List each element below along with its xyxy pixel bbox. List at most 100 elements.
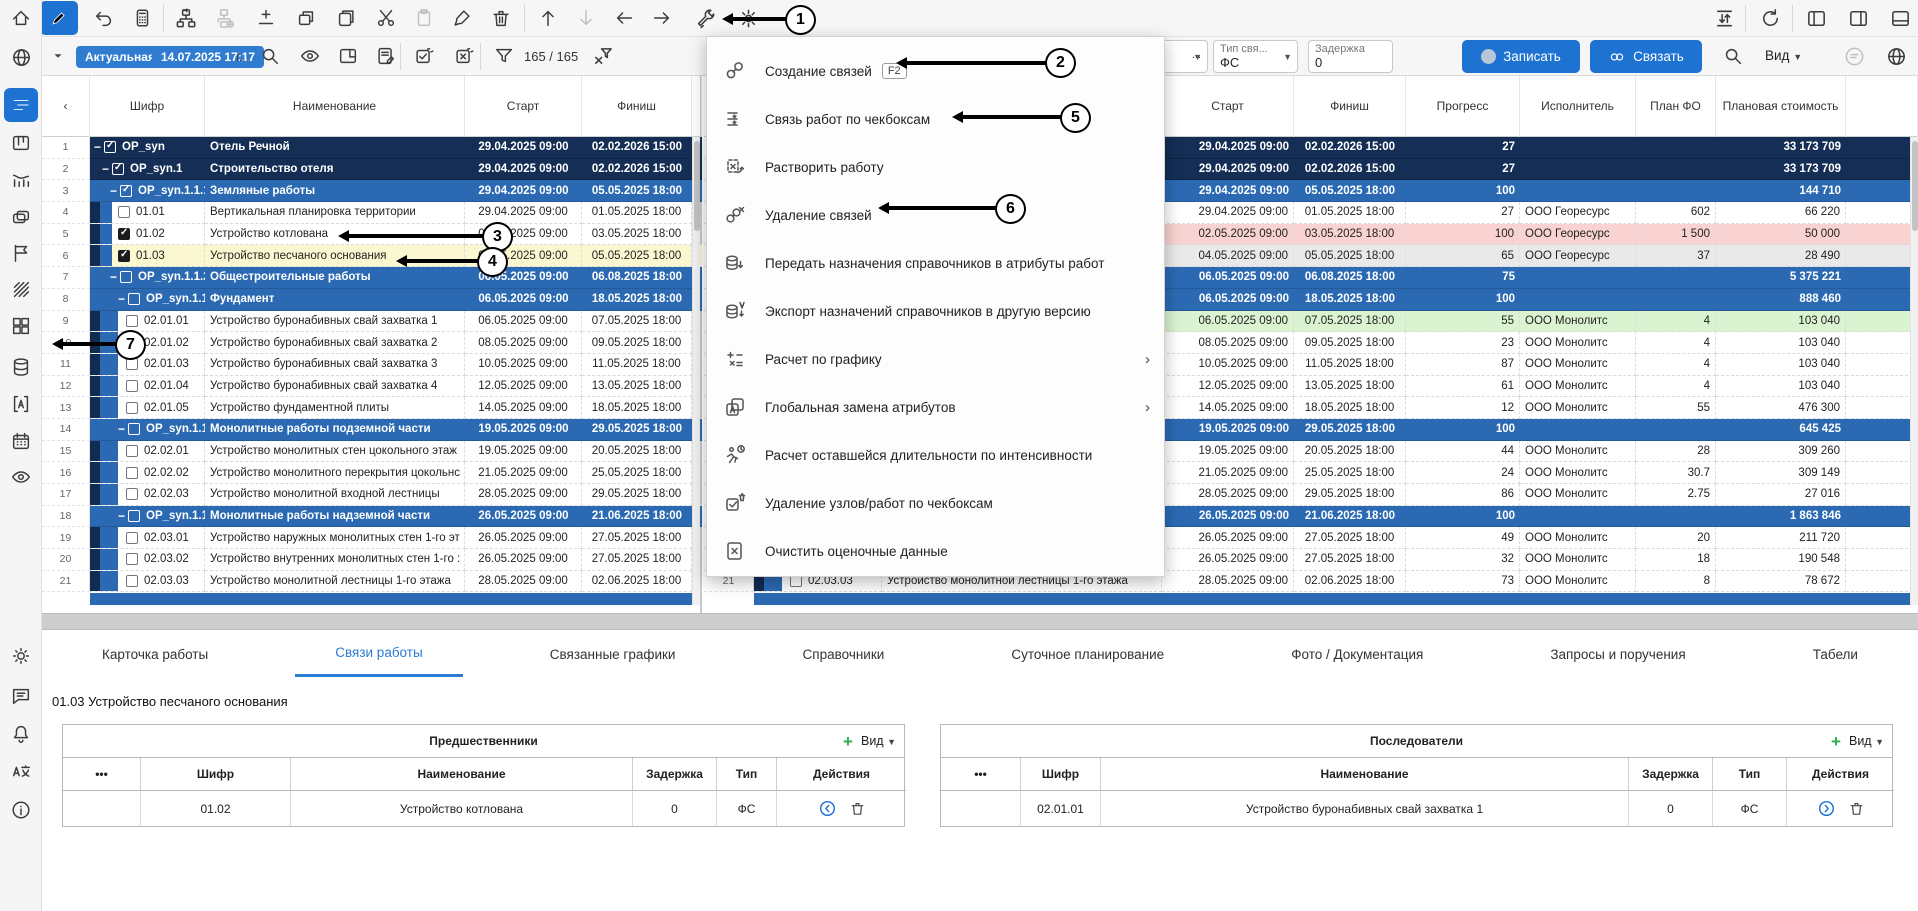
cell-plan-fo[interactable]	[1636, 418, 1716, 441]
cell-start[interactable]: 08.05.2025 09:00	[465, 332, 582, 354]
cell-finish[interactable]: 02.02.2026 15:00	[582, 137, 692, 159]
cell-plan-fo[interactable]: 8	[1636, 570, 1716, 593]
cell-start[interactable]: 14.05.2025 09:00	[1162, 397, 1294, 419]
attributes-icon[interactable]	[4, 389, 38, 419]
search-right-icon[interactable]	[1715, 39, 1751, 73]
cell-code[interactable]: − OP_syn.1.1.1	[90, 180, 205, 203]
cell-finish[interactable]: 05.05.2025 18:00	[1294, 245, 1406, 268]
cell-progress[interactable]: 75	[1406, 267, 1520, 289]
filter-clear-icon[interactable]	[585, 39, 621, 73]
row-number[interactable]: 7	[42, 267, 90, 289]
cell-name[interactable]: Устройство буронабивных свай захватка 3	[205, 353, 465, 376]
cell-finish[interactable]: 29.05.2025 18:00	[1294, 484, 1406, 506]
undo-icon[interactable]	[86, 1, 122, 35]
row-number[interactable]: 9	[42, 310, 90, 333]
row-checkbox[interactable]	[126, 531, 138, 544]
cell-code[interactable]: 02.01.04	[90, 375, 205, 398]
cell-executor[interactable]	[1520, 505, 1636, 528]
cell-finish[interactable]: 11.05.2025 18:00	[582, 353, 692, 376]
left-table-row[interactable]: 2− OP_syn.1 Строительство отеля29.04.2025 …	[42, 158, 702, 181]
left-table-row[interactable]: 12 02.01.04 Устройство буронабивных свай з…	[42, 375, 702, 398]
cell-plan-fo[interactable]: 18	[1636, 549, 1716, 571]
cell-start[interactable]: 26.05.2025 09:00	[1162, 549, 1294, 571]
cell-finish[interactable]: 02.02.2026 15:00	[582, 158, 692, 181]
cell-start[interactable]: 28.05.2025 09:00	[465, 570, 582, 593]
row-checkbox[interactable]	[126, 314, 138, 327]
row-number[interactable]: 8	[42, 288, 90, 311]
right-table-row[interactable]: 21 02.03.03 Устройство монолитной лестницы…	[704, 570, 1918, 593]
cell-code[interactable]: 02.03.03	[90, 570, 205, 593]
cell-executor[interactable]: ООО Георесурс	[1520, 223, 1636, 246]
cell-start[interactable]: 28.05.2025 09:00	[1162, 484, 1294, 506]
collapse-minus-icon[interactable]: −	[102, 162, 110, 177]
cell-progress[interactable]: 100	[1406, 288, 1520, 311]
cell-finish[interactable]: 05.05.2025 18:00	[582, 245, 692, 268]
format-brush-icon[interactable]	[444, 1, 480, 35]
cell-plan-fo[interactable]: 4	[1636, 332, 1716, 354]
duplicate-icon[interactable]	[288, 1, 324, 35]
cell-code[interactable]: 02.01.03	[90, 353, 205, 376]
cell-finish[interactable]: 11.05.2025 18:00	[1294, 353, 1406, 376]
cell-plan-fo[interactable]: 37	[1636, 245, 1716, 268]
cell-executor[interactable]: ООО Монолитс	[1520, 375, 1636, 398]
menu-item-8[interactable]: Глобальная замена атрибутов ›	[707, 383, 1164, 431]
left-table-row[interactable]: 18 − OP_syn.1.1.:Монолитные работы надземн…	[42, 505, 702, 528]
cell-planned-cost[interactable]: 33 173 709	[1716, 158, 1846, 181]
sidebar-item-schedule-active[interactable]	[4, 88, 38, 122]
cell-planned-cost[interactable]: 103 040	[1716, 310, 1846, 333]
goto-link-icon[interactable]	[1817, 799, 1836, 818]
row-number[interactable]: 2	[42, 158, 90, 181]
copy-icon[interactable]	[328, 1, 364, 35]
cell-name[interactable]: Устройство монолитной входной лестницы	[205, 484, 465, 506]
grid-apps-icon[interactable]	[4, 311, 38, 341]
cell-finish[interactable]: 21.06.2025 18:00	[582, 505, 692, 528]
cell-start[interactable]: 06.05.2025 09:00	[465, 288, 582, 311]
row-checkbox[interactable]	[126, 379, 138, 392]
horizontal-splitter[interactable]	[42, 613, 1918, 630]
cell-finish[interactable]: 25.05.2025 18:00	[1294, 462, 1406, 484]
left-table-row[interactable]: 21 02.03.03 Устройство монолитной лестницы…	[42, 570, 702, 593]
left-table-row[interactable]: 7 − OP_syn.1.1.2 Общестроительные работы 06.…	[42, 267, 702, 289]
menu-item-4[interactable]: Удаление связей	[707, 191, 1164, 239]
collapse-left-panel-icon[interactable]: ‹	[42, 76, 90, 137]
cell-plan-fo[interactable]	[1636, 137, 1716, 159]
language-translate-icon[interactable]	[4, 757, 38, 787]
cell-code[interactable]: − OP_syn.1.1.:	[90, 418, 205, 441]
cell-start[interactable]: 29.04.2025 09:00	[1162, 180, 1294, 203]
cell-name[interactable]: Устройство монолитной лестницы 1-го этаж…	[882, 570, 1162, 593]
row-checkbox[interactable]	[126, 401, 138, 414]
cell-progress[interactable]: 24	[1406, 462, 1520, 484]
cell-start[interactable]: 29.04.2025 09:00	[1162, 202, 1294, 224]
row-checkbox[interactable]	[118, 206, 130, 219]
row-number[interactable]: 5	[42, 223, 90, 246]
cell-finish[interactable]: 09.05.2025 18:00	[582, 332, 692, 354]
row-checkbox[interactable]	[128, 293, 141, 306]
cell-start[interactable]: 04.05.2025 09:00	[1162, 245, 1294, 268]
panel-view-icon[interactable]	[330, 39, 366, 73]
layout-right-panel-icon[interactable]	[1840, 1, 1876, 35]
cell-plan-fo[interactable]	[1636, 158, 1716, 181]
row-checkbox[interactable]	[128, 423, 141, 436]
cell-start[interactable]: 29.04.2025 09:00	[465, 137, 582, 159]
cell-plan-fo[interactable]: 20	[1636, 527, 1716, 550]
cell-name[interactable]: Устройство буронабивных свай захватка 2	[205, 332, 465, 354]
row-checkbox[interactable]	[126, 444, 138, 457]
cell-finish[interactable]: 05.05.2025 18:00	[1294, 180, 1406, 203]
cell-planned-cost[interactable]: 27 016	[1716, 484, 1846, 506]
cell-finish[interactable]: 07.05.2025 18:00	[582, 310, 692, 333]
left-table-row[interactable]: 9 02.01.01 Устройство буронабивных свай за…	[42, 310, 702, 333]
move-up-icon[interactable]	[530, 1, 566, 35]
cell-progress[interactable]: 55	[1406, 310, 1520, 333]
cell-code[interactable]: − OP_syn.1.1.:	[90, 288, 205, 311]
row-checkbox[interactable]	[126, 358, 138, 371]
cell-code[interactable]: 02.02.01	[90, 440, 205, 463]
cell-planned-cost[interactable]: 888 460	[1716, 288, 1846, 311]
cell-planned-cost[interactable]: 78 672	[1716, 570, 1846, 593]
cell-executor[interactable]	[1520, 267, 1636, 289]
cell-start[interactable]: 19.05.2025 09:00	[1162, 440, 1294, 463]
view-dropdown[interactable]: Вид ▼	[860, 734, 896, 748]
tools-wrench-icon[interactable]	[688, 1, 724, 35]
delete-trash-icon[interactable]	[483, 1, 519, 35]
search-icon[interactable]	[252, 39, 288, 73]
